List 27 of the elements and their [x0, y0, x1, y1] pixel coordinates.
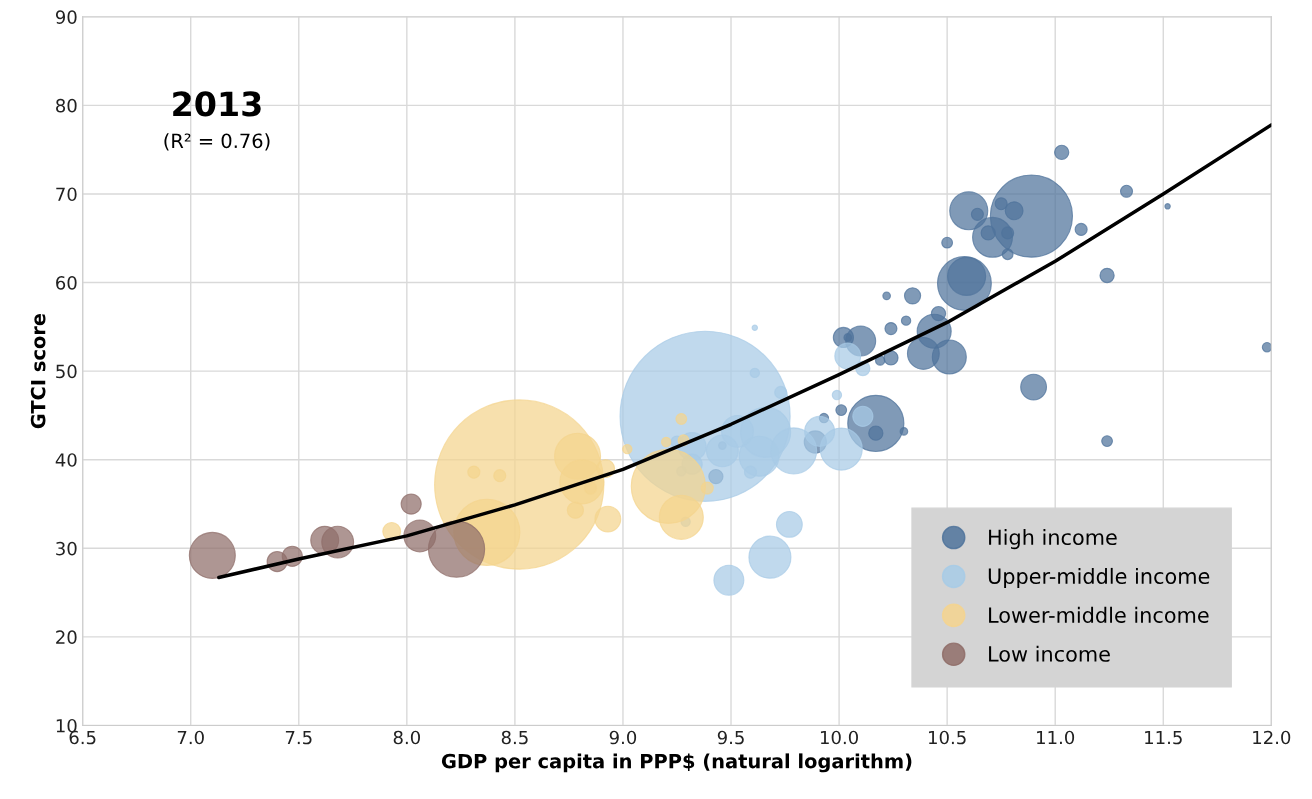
- x-tick-label: 7.0: [177, 730, 204, 745]
- x-tick-label: 9.5: [717, 730, 744, 745]
- legend-label: High income: [989, 528, 1117, 550]
- x-axis-title: GDP per capita in PPP$ (natural logarithm): [441, 753, 912, 773]
- y-tick-label: 70: [56, 187, 77, 202]
- x-tick-label: 10.5: [929, 730, 966, 745]
- annotation: 2013: [173, 91, 261, 117]
- y-tick-label: 60: [56, 276, 77, 290]
- y-tick-label: 30: [56, 541, 77, 556]
- legend-label: Upper-middle income: [988, 567, 1210, 589]
- x-tick-label: 12.0: [1253, 730, 1291, 745]
- x-tick-label: 10.0: [820, 730, 858, 745]
- x-tick-label: 7.5: [285, 730, 312, 745]
- legend-label: Lower-middle income: [989, 606, 1209, 623]
- annotation: (R² = 0.76): [164, 133, 270, 151]
- y-tick-label: 90: [55, 10, 77, 24]
- x-tick-label: 8.5: [501, 730, 528, 745]
- y-tick-label: 40: [55, 453, 77, 467]
- x-tick-label: 11.5: [1145, 730, 1182, 745]
- legend-label: Low income: [989, 645, 1110, 662]
- x-tick-label: 9.0: [609, 730, 637, 745]
- y-axis-title: GTCI score: [30, 313, 46, 429]
- y-tick-label: 50: [56, 364, 77, 379]
- x-tick-label: 11.0: [1037, 730, 1075, 745]
- y-tick-label: 20: [56, 630, 77, 645]
- y-tick-label: 80: [56, 98, 77, 113]
- x-tick-label: 8.0: [393, 730, 420, 745]
